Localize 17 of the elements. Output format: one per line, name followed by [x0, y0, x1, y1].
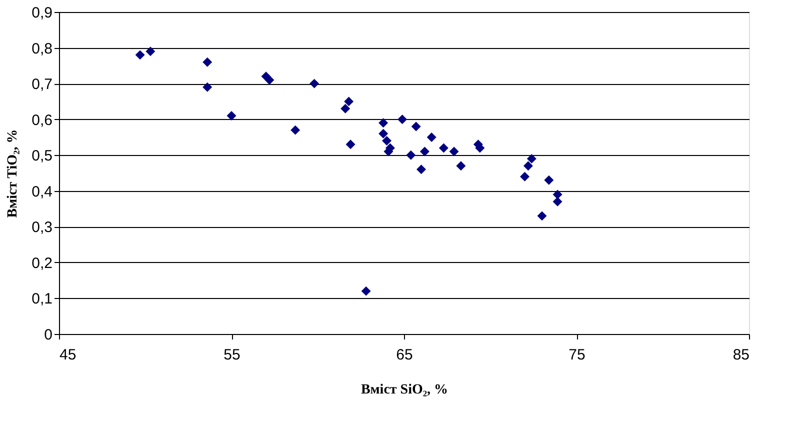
x-axis-title: Вміст SiO₂, % — [360, 382, 448, 398]
y-axis-title: Вміст TiO₂, % — [6, 129, 21, 218]
x-tick-label: 55 — [224, 346, 240, 364]
y-tick-label: 0,6 — [32, 112, 52, 129]
x-tick-label: 65 — [396, 346, 413, 364]
y-tick-label: 0,1 — [32, 290, 52, 308]
y-tick-label: 0,8 — [32, 40, 52, 58]
y-tick-label: 0,9 — [32, 4, 52, 22]
x-tick-label: 45 — [60, 346, 76, 364]
x-tick-label: 85 — [732, 346, 750, 364]
y-tick-label: 0,2 — [32, 254, 52, 272]
y-tick-label: 0,3 — [32, 219, 52, 236]
y-tick-label: 0,4 — [32, 183, 52, 200]
y-tick-label: 0,5 — [32, 148, 52, 165]
x-tick-label: 75 — [568, 346, 586, 364]
y-tick-label: 0,7 — [32, 76, 52, 94]
y-tick-label: 0 — [44, 326, 52, 344]
